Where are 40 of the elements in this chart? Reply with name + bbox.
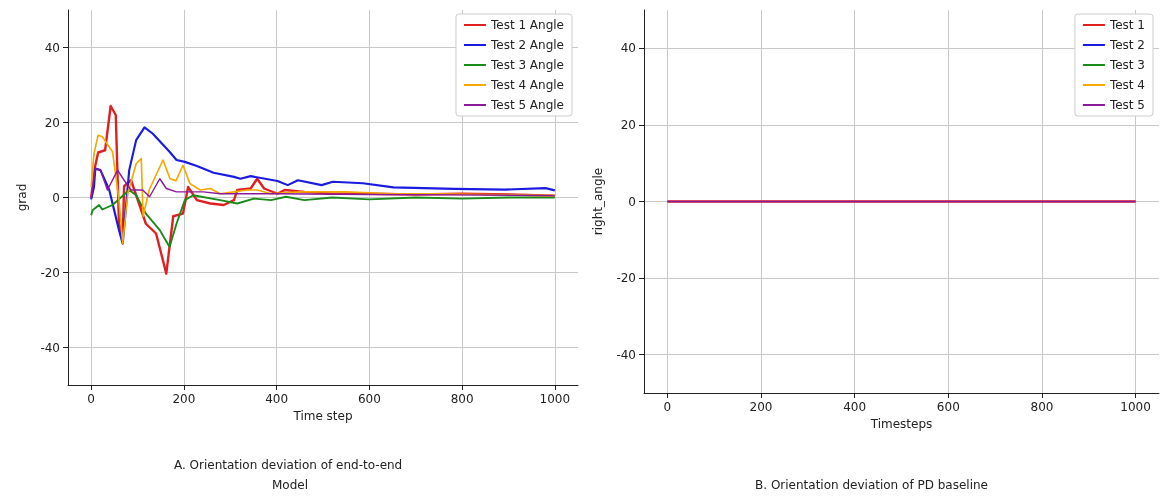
y-tick-label: -40 — [616, 347, 636, 362]
y-axis-title: right_angle — [591, 167, 605, 236]
y-tick-label: 0 — [52, 190, 60, 205]
x-tick-label: 400 — [843, 400, 867, 414]
x-tick-label: 1000 — [539, 392, 571, 406]
x-tick-label: 0 — [663, 400, 672, 414]
x-tick-label: 200 — [749, 400, 773, 414]
x-tick-label: 600 — [936, 400, 960, 414]
legend-label: Test 4 — [1108, 78, 1146, 92]
y-tick-label: -20 — [616, 271, 636, 286]
legend-label: Test 1 Angle — [489, 18, 564, 32]
y-tick-label: -40 — [40, 340, 60, 355]
x-tick-label: 200 — [172, 392, 196, 406]
y-tick-label: 40 — [44, 40, 60, 55]
legend-label: Test 3 — [1108, 58, 1146, 72]
text: A. Orientation deviation of end-to-end Model — [173, 458, 407, 492]
line-series — [90, 189, 556, 248]
legend-label: Test 5 Angle — [489, 98, 564, 112]
y-tick-label: 0 — [628, 194, 636, 209]
x-tick-label: 800 — [450, 392, 474, 406]
x-tick-label: 400 — [265, 392, 289, 406]
legend-label: Test 5 — [1108, 98, 1146, 112]
line-series — [90, 167, 556, 200]
x-axis-title: Time step — [292, 408, 353, 423]
legend-label: Test 1 — [1108, 18, 1146, 32]
y-tick-label: -20 — [40, 265, 60, 280]
x-tick-label: 0 — [87, 392, 95, 406]
legend-label: Test 2 Angle — [489, 38, 564, 52]
x-tick-label: 600 — [357, 392, 381, 406]
y-axis-title: grad — [15, 183, 29, 212]
x-axis-title: Timesteps — [869, 416, 933, 431]
legend-label: Test 3 Angle — [489, 58, 564, 72]
text: B. Orientation deviation of PD baseline — [755, 478, 988, 492]
legend-label: Test 2 — [1108, 38, 1146, 52]
x-tick-label: 800 — [1030, 400, 1054, 414]
y-tick-label: 20 — [44, 115, 60, 130]
legend-label: Test 4 Angle — [489, 78, 564, 92]
y-tick-label: 20 — [620, 117, 636, 132]
y-tick-label: 40 — [620, 41, 636, 56]
x-tick-label: 1000 — [1120, 400, 1151, 414]
